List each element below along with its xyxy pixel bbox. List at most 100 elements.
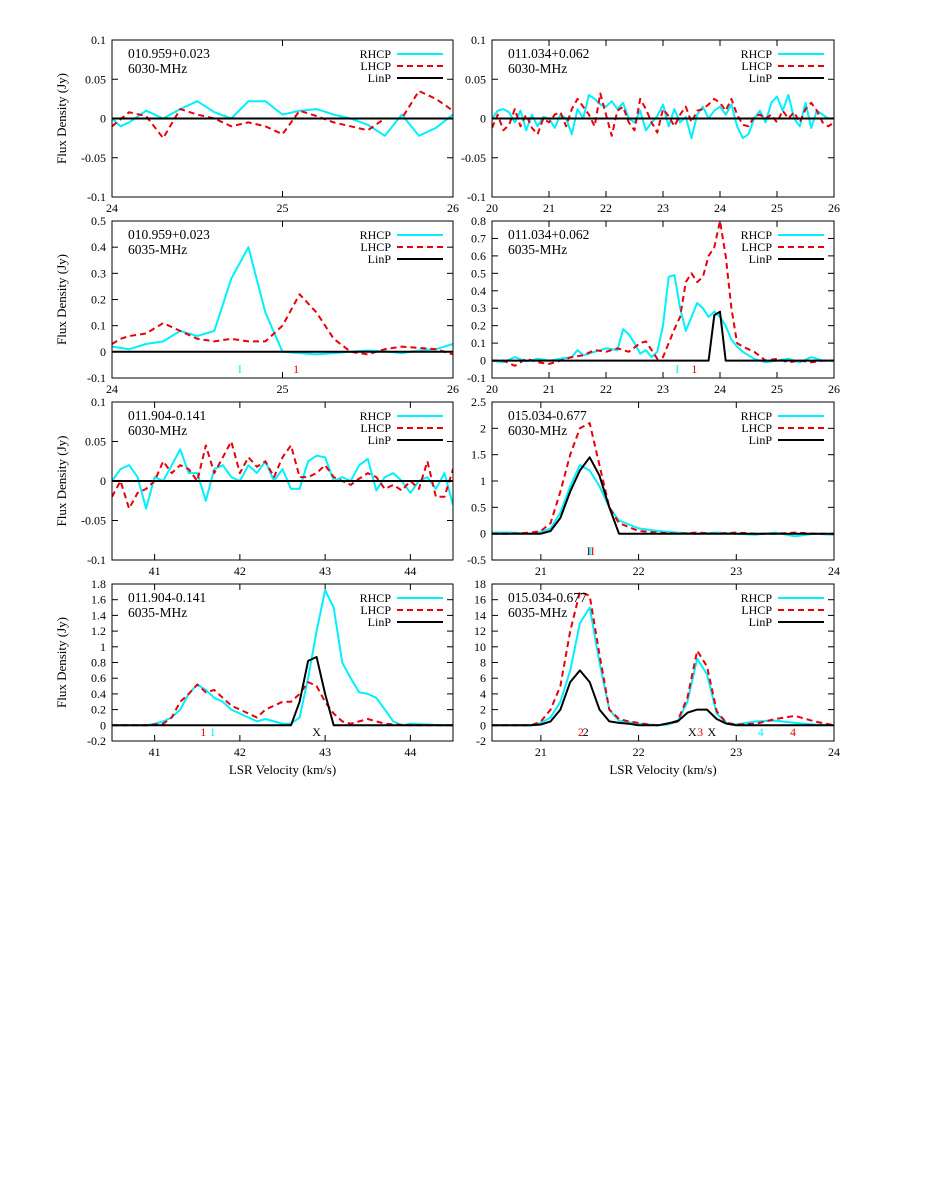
x-tick-label: 22	[600, 382, 612, 396]
source-name: 011.904-0.141	[128, 408, 206, 423]
series-group	[492, 92, 834, 140]
series-rhcp	[112, 448, 453, 510]
component-marker: 1	[691, 362, 697, 376]
source-name: 011.904-0.141	[128, 590, 206, 605]
frequency-label: 6030-MHz	[508, 423, 567, 438]
x-tick-label: 24	[714, 382, 726, 396]
component-marker: 2	[578, 725, 584, 739]
y-tick-label: 1.4	[91, 608, 106, 622]
y-axis-label: Flux Density (Jy)	[54, 617, 69, 708]
series-linp	[492, 669, 834, 727]
component-marker: 4	[790, 725, 796, 739]
y-tick-label: 2	[480, 421, 486, 435]
y-tick-label: 0.6	[91, 671, 106, 685]
x-tick-label: 21	[543, 382, 555, 396]
frequency-label: 6035-MHz	[508, 242, 567, 257]
component-marker: 3	[697, 725, 703, 739]
source-name: 015.034-0.677	[508, 408, 587, 423]
y-tick-label: 0.7	[471, 231, 486, 245]
legend-label: LinP	[368, 433, 392, 447]
series-group	[492, 221, 834, 367]
chart-panel-4: 20 21 22 23 24 25 26 -0.1 0 0.1 0.2 0.3 0.4 0.5 0.6 0.7…	[467, 214, 840, 396]
y-tick-label: 0.5	[471, 266, 486, 280]
legend-label: RHCP	[741, 47, 773, 61]
y-tick-label: -2	[476, 734, 486, 748]
y-tick-label: 0	[480, 718, 486, 732]
plot-frame	[491, 220, 835, 379]
legend-label: RHCP	[360, 228, 392, 242]
source-name: 010.959+0.023	[128, 227, 210, 242]
y-tick-label: 0.8	[471, 214, 486, 228]
y-tick-label: -0.1	[87, 553, 106, 567]
y-tick-label: 0.1	[91, 395, 106, 409]
y-tick-label: 16	[474, 593, 486, 607]
y-tick-label: 0.1	[91, 319, 106, 333]
plot-frame	[491, 583, 835, 742]
x-tick-label: 43	[319, 745, 331, 759]
chart-panel-6: 21 22 23 24-0.500.511.522.5III015.034-0.677…	[467, 395, 840, 578]
series-group	[112, 90, 453, 140]
y-tick-label: 1.6	[91, 593, 106, 607]
component-marker: 1	[293, 362, 299, 376]
y-tick-label: 0.2	[91, 703, 106, 717]
y-tick-label: -0.05	[81, 151, 106, 165]
component-marker: I	[591, 544, 595, 558]
y-tick-label: 1	[480, 474, 486, 488]
series-linp	[492, 456, 834, 535]
chart-panel-3: 24 25 26 -0.1 0 0.1 0.2 0.3 0.4 0.5 I 1 010.959+0.02…	[54, 214, 459, 396]
legend-label: LHCP	[741, 240, 772, 254]
series-lhcp	[112, 681, 453, 727]
y-tick-label: 1	[100, 640, 106, 654]
y-axis-label: Flux Density (Jy)	[54, 73, 69, 164]
y-tick-label: 6	[480, 671, 486, 685]
x-tick-label: 22	[633, 564, 645, 578]
legend-label: LHCP	[741, 603, 772, 617]
series-group	[112, 589, 453, 727]
legend-label: RHCP	[741, 228, 773, 242]
x-tick-label: 44	[404, 745, 416, 759]
x-tick-label: 23	[657, 201, 669, 215]
chart-panel-7: 41 42 43 44-0.200.20.40.60.811.21.41.61.81 1…	[54, 577, 454, 777]
legend-label: LinP	[749, 433, 773, 447]
plot-frame	[111, 583, 454, 742]
series-group	[492, 590, 834, 727]
series-rhcp	[112, 589, 453, 727]
component-marker: I	[238, 362, 242, 376]
legend-label: LHCP	[360, 240, 391, 254]
source-name: 011.034+0.062	[508, 46, 589, 61]
y-tick-label: -0.2	[87, 734, 106, 748]
x-tick-label: 41	[149, 564, 161, 578]
x-tick-label: 26	[828, 382, 840, 396]
plot-frame	[491, 39, 835, 198]
y-tick-label: 0	[480, 354, 486, 368]
component-marker: X	[688, 725, 697, 739]
y-tick-label: -0.1	[467, 190, 486, 204]
x-tick-label: 21	[535, 745, 547, 759]
y-tick-label: -0.1	[87, 190, 106, 204]
frequency-label: 6035-MHz	[128, 242, 187, 257]
legend-label: RHCP	[360, 47, 392, 61]
series-lhcp	[112, 440, 453, 510]
x-tick-label: 26	[447, 201, 459, 215]
chart-panel-2: 20 21 22 23 24 25 26 -0.1 -0.05 0 0.05 0.1 011.034+0…	[461, 33, 840, 215]
legend-label: LinP	[749, 252, 773, 266]
y-tick-label: -0.05	[461, 151, 486, 165]
component-marker: 1	[200, 725, 206, 739]
x-tick-label: 24	[714, 201, 726, 215]
series-linp	[492, 310, 834, 362]
y-tick-label: 0	[100, 474, 106, 488]
frequency-label: 6030-MHz	[128, 61, 187, 76]
y-tick-label: 1.8	[91, 577, 106, 591]
series-rhcp	[112, 100, 453, 137]
legend-label: LinP	[749, 615, 773, 629]
series-lhcp	[492, 92, 834, 137]
source-name: 010.959+0.023	[128, 46, 210, 61]
component-marker: 2	[583, 725, 589, 739]
y-tick-label: 12	[474, 624, 486, 638]
x-axis-label: LSR Velocity (km/s)	[609, 762, 716, 777]
x-tick-label: 25	[277, 382, 289, 396]
x-tick-label: 42	[234, 564, 246, 578]
x-tick-label: 21	[535, 564, 547, 578]
